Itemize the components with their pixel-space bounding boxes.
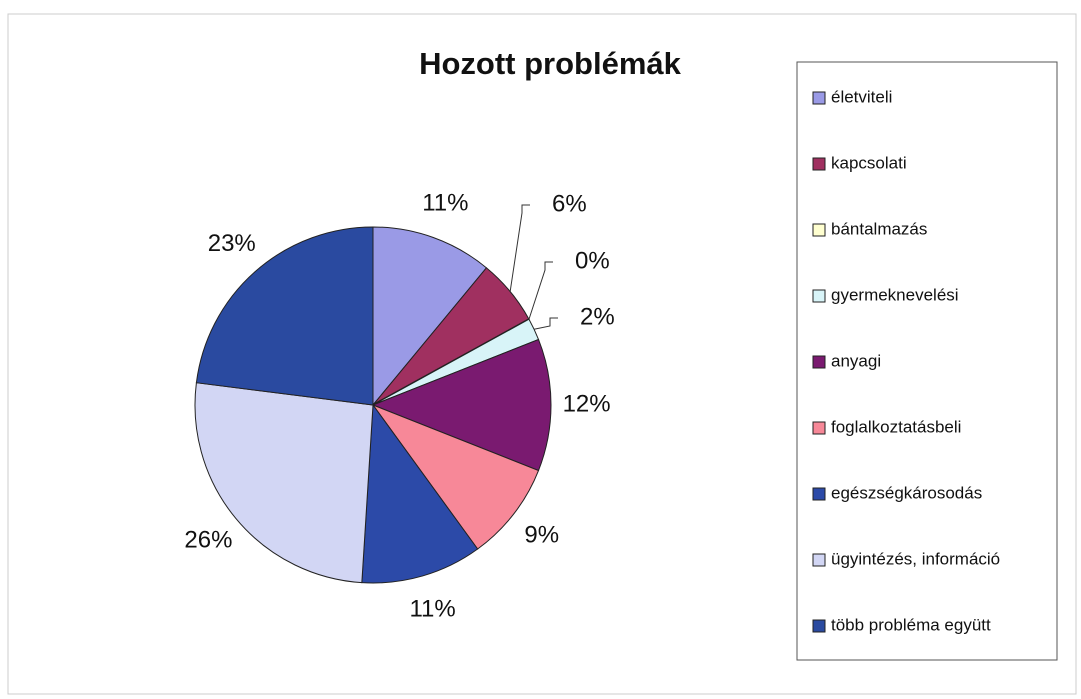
pie-slice xyxy=(371,338,552,472)
data-label: 9% xyxy=(524,521,559,548)
legend-swatch xyxy=(812,421,826,435)
pie-slice xyxy=(195,226,374,406)
data-label: 6% xyxy=(552,190,587,217)
legend-label: anyagi xyxy=(831,351,881,370)
pie-slice xyxy=(372,226,488,407)
legend-box xyxy=(796,61,1058,661)
legend-label: kapcsolati xyxy=(831,153,907,172)
legend-swatch xyxy=(812,553,826,567)
legend-label: egészségkárosodás xyxy=(831,483,982,502)
data-label: 26% xyxy=(184,526,232,553)
data-label: 12% xyxy=(563,390,611,417)
data-label: 0% xyxy=(575,247,610,274)
legend-swatch xyxy=(812,355,826,369)
legend-swatch xyxy=(812,91,826,105)
legend-swatch xyxy=(812,487,826,501)
data-label: 11% xyxy=(422,189,468,216)
legend-label: több probléma együtt xyxy=(831,615,991,634)
legend-swatch xyxy=(812,619,826,633)
chart-title: Hozott problémák xyxy=(419,46,682,81)
pie-slice xyxy=(194,382,374,584)
leader-line xyxy=(528,261,553,320)
leader-line xyxy=(509,204,530,292)
pie-slice xyxy=(371,403,540,550)
legend-label: foglalkoztatásbeli xyxy=(831,417,961,436)
legend-swatch xyxy=(812,157,826,171)
legend-swatch xyxy=(812,223,826,237)
data-label: 2% xyxy=(580,303,615,330)
legend-label: életviteli xyxy=(831,87,892,106)
data-label: 11% xyxy=(409,595,455,622)
pie-slice xyxy=(361,403,479,584)
data-label: 23% xyxy=(208,230,256,257)
legend-label: ügyintézés, információ xyxy=(831,549,1000,568)
legend-label: gyermeknevelési xyxy=(831,285,959,304)
leader-line xyxy=(533,317,558,330)
legend-label: bántalmazás xyxy=(831,219,927,238)
legend-swatch xyxy=(812,289,826,303)
